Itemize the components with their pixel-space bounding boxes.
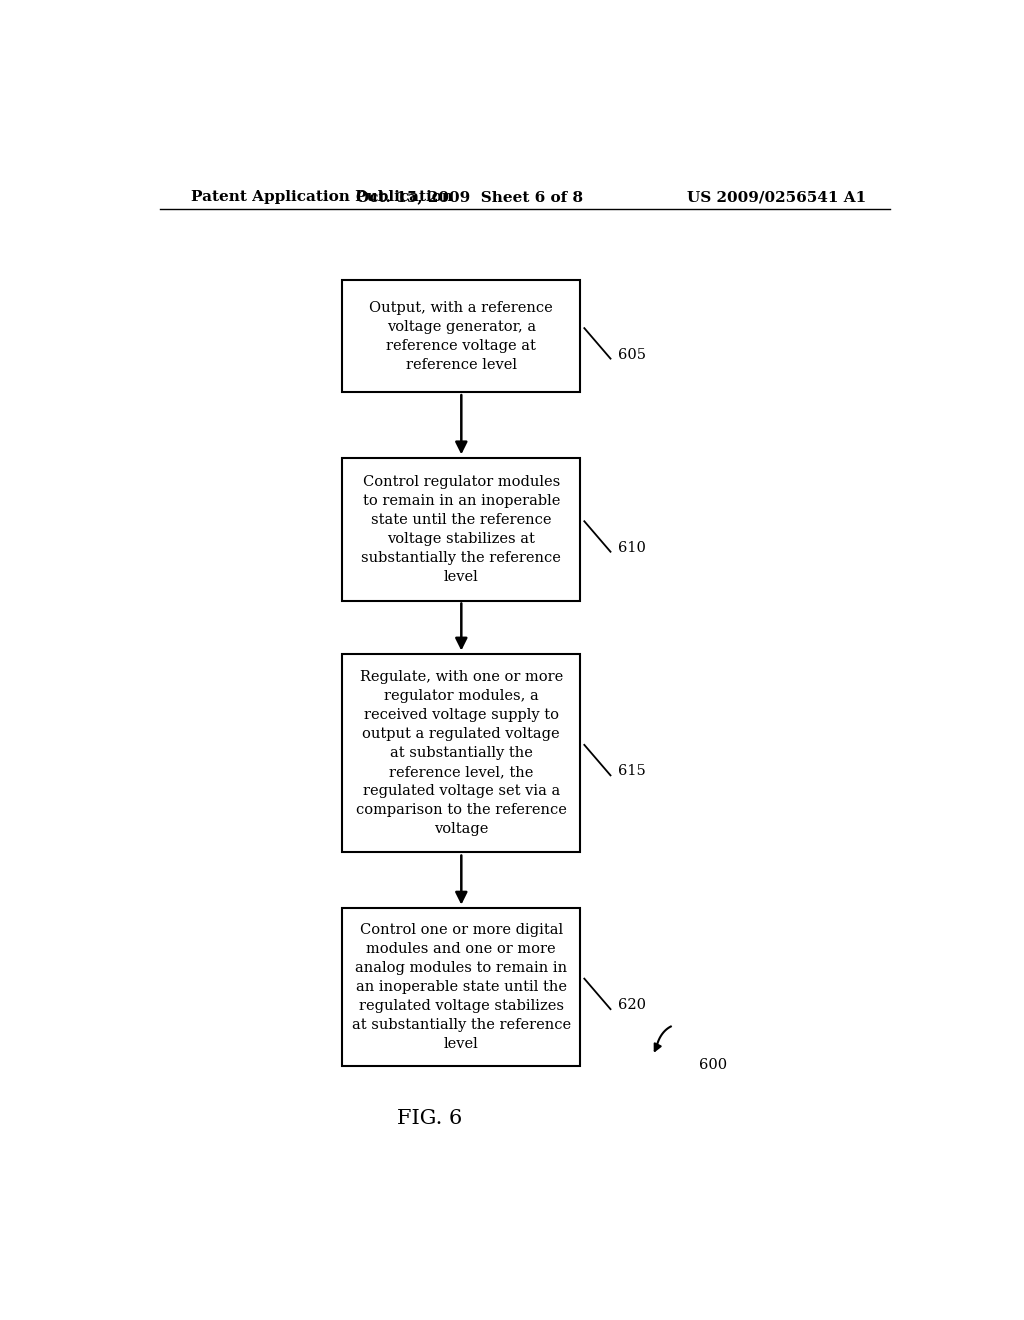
FancyBboxPatch shape	[342, 458, 581, 601]
Text: Control regulator modules
to remain in an inoperable
state until the reference
v: Control regulator modules to remain in a…	[361, 475, 561, 583]
FancyBboxPatch shape	[342, 653, 581, 853]
Text: Regulate, with one or more
regulator modules, a
received voltage supply to
outpu: Regulate, with one or more regulator mod…	[356, 671, 566, 836]
Text: 615: 615	[618, 764, 646, 779]
FancyBboxPatch shape	[342, 280, 581, 392]
Text: Control one or more digital
modules and one or more
analog modules to remain in
: Control one or more digital modules and …	[352, 923, 570, 1051]
Text: Patent Application Publication: Patent Application Publication	[191, 190, 454, 205]
Text: 610: 610	[618, 541, 646, 554]
Text: US 2009/0256541 A1: US 2009/0256541 A1	[687, 190, 866, 205]
Text: 620: 620	[618, 998, 646, 1012]
Text: 605: 605	[618, 347, 646, 362]
Text: 600: 600	[699, 1059, 727, 1072]
Text: Output, with a reference
voltage generator, a
reference voltage at
reference lev: Output, with a reference voltage generat…	[370, 301, 553, 372]
Text: Oct. 15, 2009  Sheet 6 of 8: Oct. 15, 2009 Sheet 6 of 8	[355, 190, 583, 205]
Text: FIG. 6: FIG. 6	[397, 1109, 462, 1129]
FancyBboxPatch shape	[342, 908, 581, 1065]
